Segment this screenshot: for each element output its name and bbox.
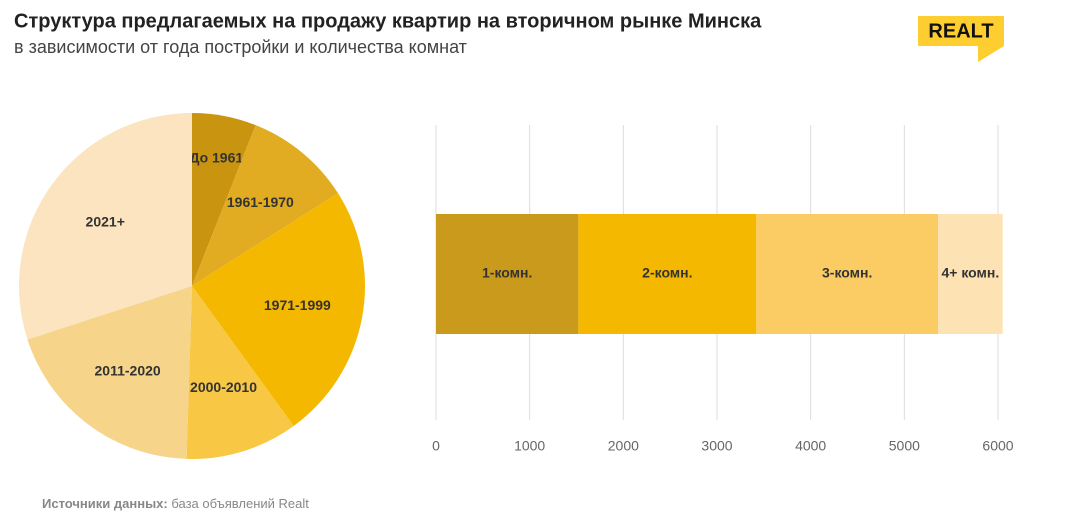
subtitle: в зависимости от года постройки и количе…	[14, 37, 467, 57]
source-text: база объявлений Realt	[171, 496, 309, 511]
x-tick-label: 0	[432, 438, 440, 454]
x-tick-label: 2000	[608, 438, 639, 454]
pie-slice	[192, 125, 339, 286]
logo: REALT	[928, 20, 993, 42]
pie-slice	[192, 193, 366, 426]
x-tick-label: 6000	[982, 438, 1013, 454]
slice-label: 1961-1970	[227, 194, 294, 210]
slice-label: 2000-2010	[190, 379, 257, 395]
segment-label: 1-комн.	[482, 265, 532, 281]
bar-segment	[578, 214, 757, 334]
bar-segment	[436, 214, 579, 334]
source: Источники данных: база объявлений Realt	[42, 496, 309, 511]
x-tick-label: 3000	[701, 438, 732, 454]
slice-label: 2021+	[86, 214, 125, 230]
segment-label: 2-комн.	[642, 265, 692, 281]
pie-slice	[18, 113, 193, 340]
pie-slice	[192, 113, 256, 286]
slice-label: 1971-1999	[264, 297, 331, 313]
segment-label: 4+ комн.	[941, 265, 999, 281]
title: Структура предлагаемых на продажу кварти…	[14, 10, 762, 32]
x-tick-label: 1000	[514, 438, 545, 454]
slice-label: 2011-2020	[95, 362, 161, 378]
logo-shape	[918, 16, 1004, 62]
slice-label: До 1961	[189, 149, 243, 165]
bar-segment	[756, 214, 939, 334]
x-tick-label: 4000	[795, 438, 826, 454]
pie-slice	[186, 286, 294, 459]
bar-segment	[938, 214, 1003, 334]
pie-slice	[27, 286, 192, 459]
segment-label: 3-комн.	[822, 265, 872, 281]
source-label: Источники данных:	[42, 496, 168, 511]
x-tick-label: 5000	[889, 438, 920, 454]
